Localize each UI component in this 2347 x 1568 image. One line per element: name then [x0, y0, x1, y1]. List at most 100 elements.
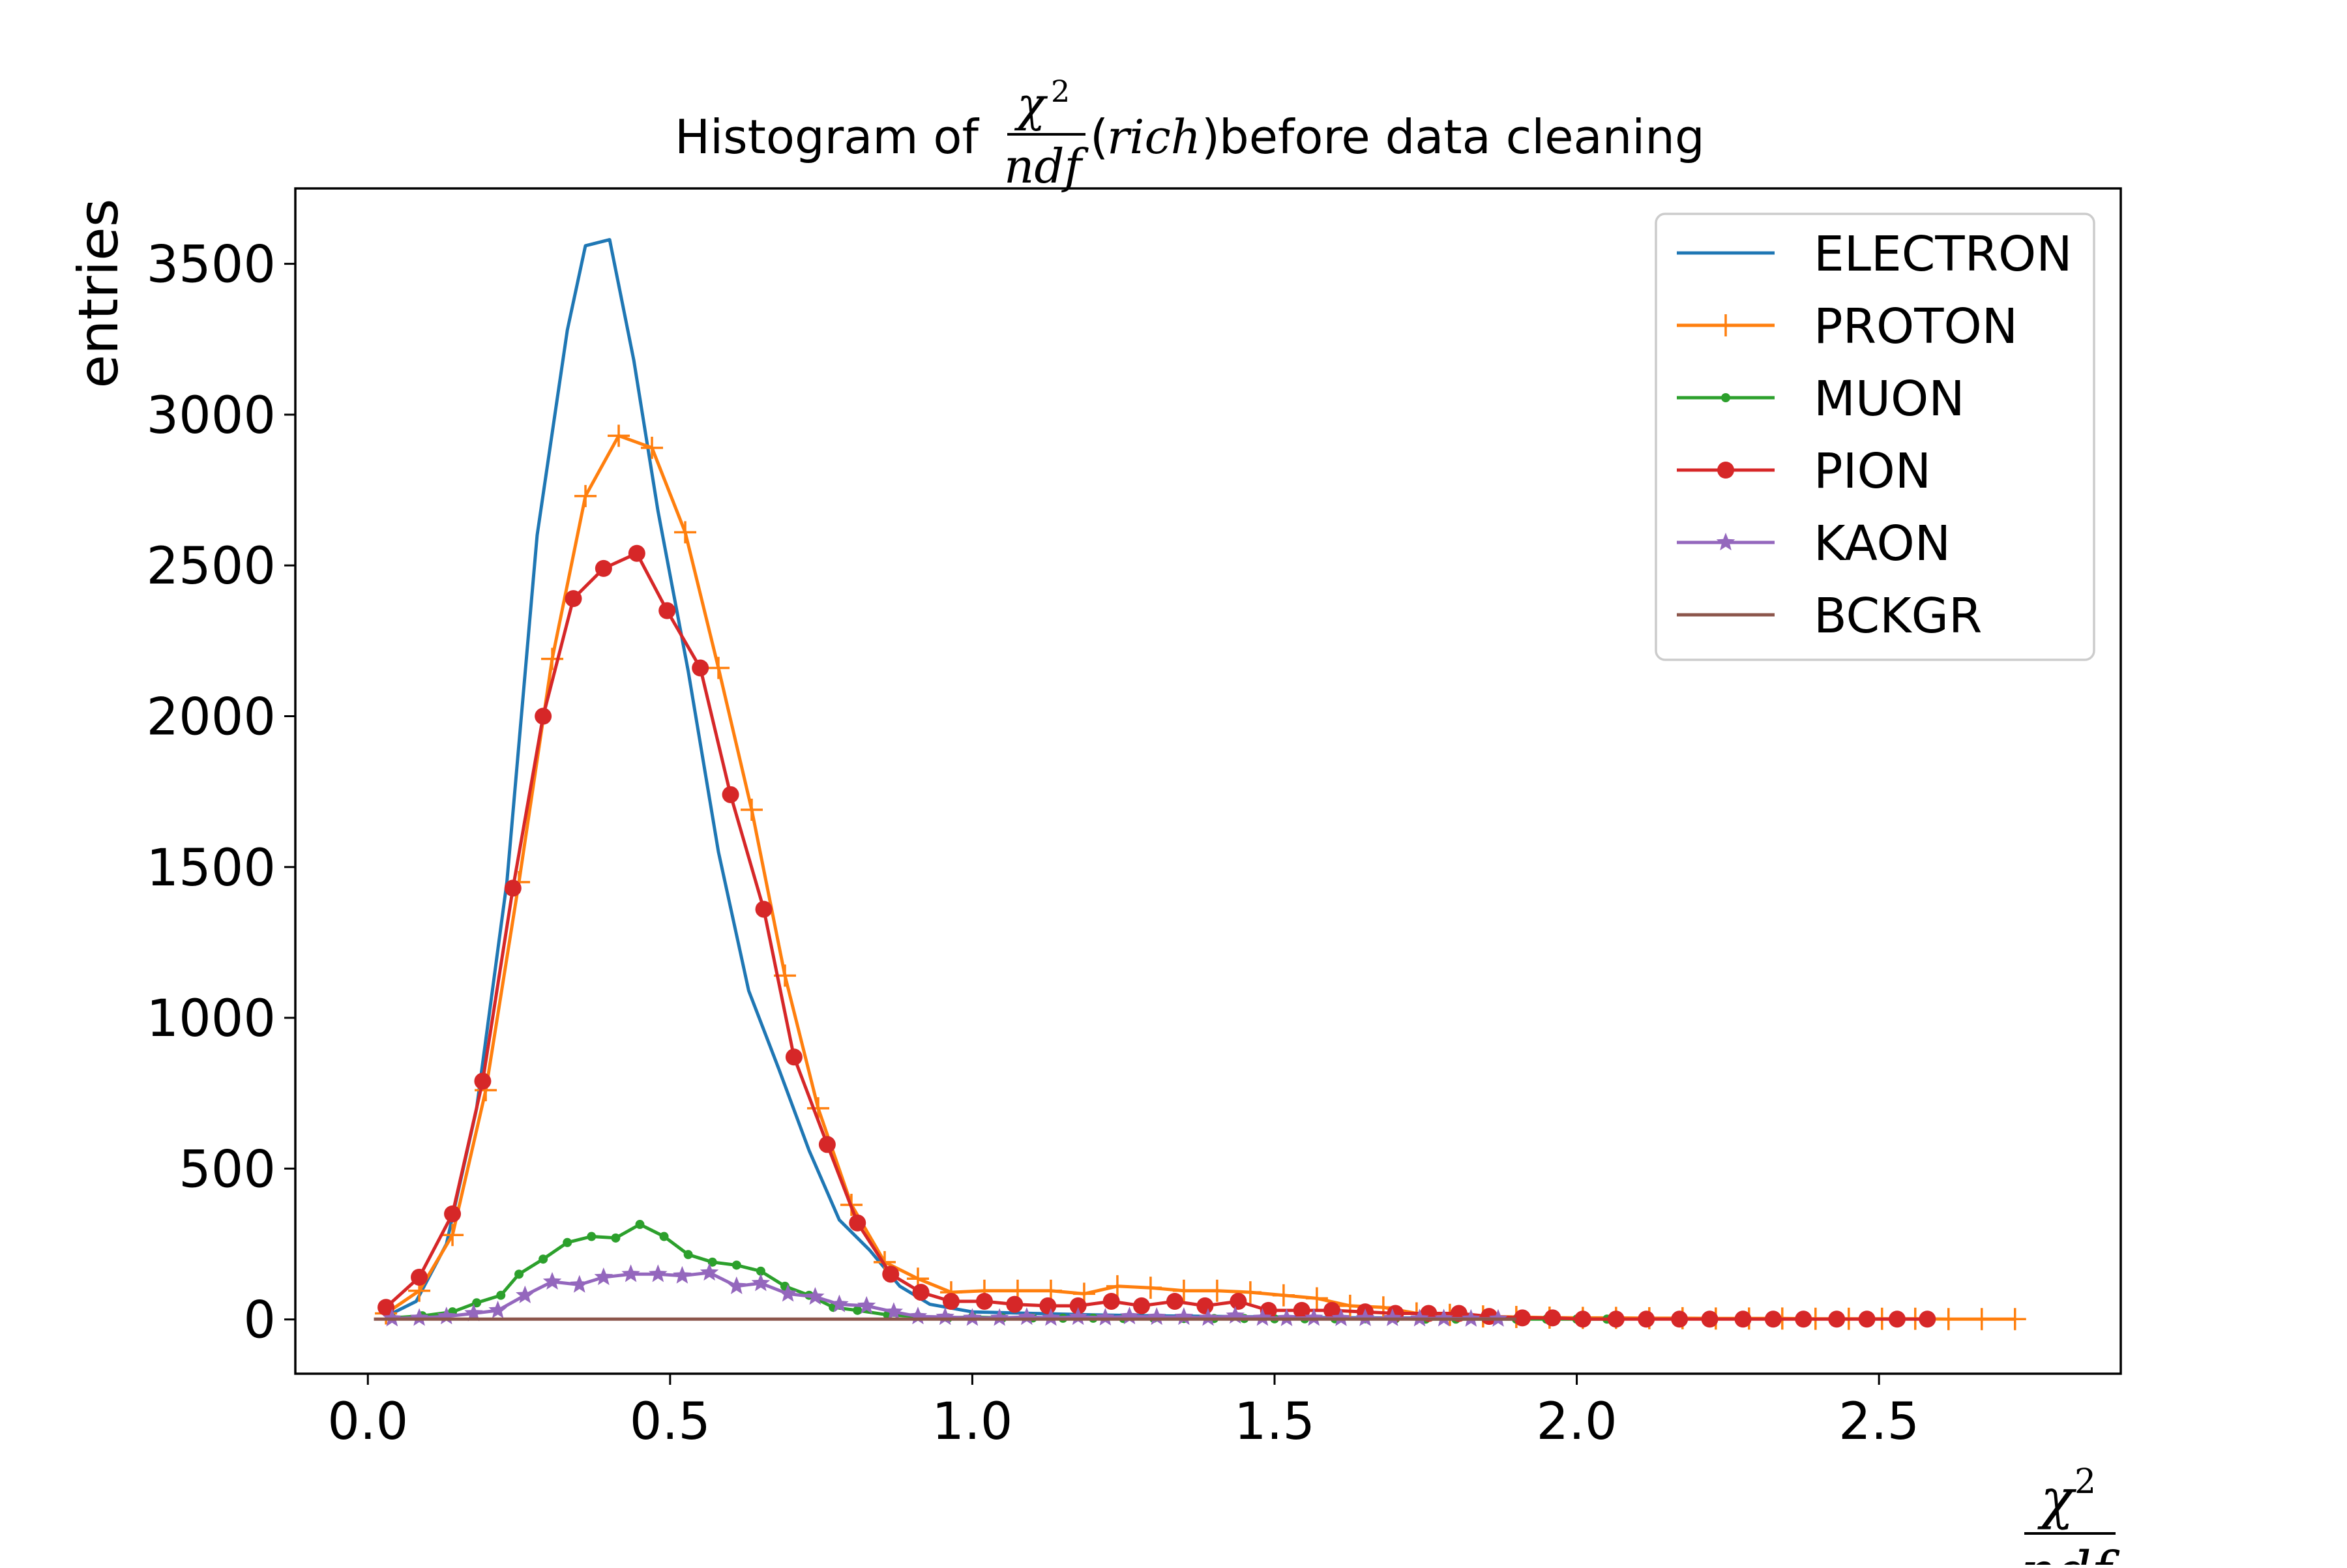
data-point-pion — [1293, 1301, 1310, 1319]
data-point-kaon — [857, 1295, 876, 1314]
data-point-kaon — [1305, 1308, 1323, 1326]
data-point-proton — [641, 436, 664, 459]
legend-marker-pion — [1717, 462, 1734, 479]
data-point-pion — [474, 1072, 492, 1090]
title-fraction-numerator: χ — [1014, 77, 1048, 132]
data-point-muon — [707, 1257, 717, 1267]
data-point-kaon — [830, 1294, 849, 1312]
data-point-proton — [1338, 1294, 1361, 1317]
data-point-pion — [1795, 1310, 1812, 1328]
y-axis-ticks: 0 500 1000 1500 2000 2500 3000 3500 — [146, 236, 295, 1350]
data-point-kaon — [1041, 1308, 1061, 1326]
data-point-proton — [1970, 1308, 1993, 1331]
data-point-pion — [1638, 1310, 1655, 1328]
data-point-proton — [1937, 1308, 1960, 1331]
legend-label-pion: PION — [1814, 443, 1931, 499]
data-point-pion — [975, 1292, 993, 1310]
data-point-kaon — [1277, 1308, 1296, 1326]
data-point-pion — [818, 1136, 836, 1153]
data-point-pion — [1102, 1292, 1120, 1310]
data-point-kaon — [516, 1285, 535, 1303]
y-tick-label: 1500 — [146, 839, 276, 898]
data-point-pion — [1701, 1310, 1719, 1328]
data-point-proton — [1172, 1279, 1195, 1302]
legend-label-muon: MUON — [1814, 371, 1965, 427]
data-point-kaon — [673, 1265, 692, 1284]
legend-item-electron: ELECTRON — [1677, 226, 2073, 282]
data-point-pion — [1196, 1297, 1214, 1314]
data-point-pion — [849, 1214, 866, 1232]
data-point-pion — [1166, 1292, 1184, 1310]
data-point-pion — [1230, 1292, 1247, 1310]
legend-label-kaon: KAON — [1814, 516, 1951, 572]
data-point-kaon — [649, 1264, 668, 1282]
data-point-pion — [504, 880, 522, 897]
data-point-pion — [1544, 1309, 1561, 1327]
data-point-pion — [377, 1299, 395, 1316]
data-point-pion — [1828, 1310, 1846, 1328]
data-point-pion — [444, 1205, 462, 1222]
title-paren-open: ( — [1090, 110, 1108, 164]
y-axis-label: entries — [66, 198, 130, 388]
data-point-pion — [1323, 1301, 1341, 1319]
data-point-muon — [853, 1305, 863, 1315]
data-point-pion — [722, 786, 739, 803]
data-point-muon — [539, 1254, 548, 1264]
title-paren-close: ) — [1202, 110, 1220, 164]
y-tick-label: 2500 — [146, 537, 276, 596]
legend-label-proton: PROTON — [1814, 299, 2018, 355]
data-point-proton — [1106, 1275, 1129, 1297]
data-point-kaon — [936, 1307, 954, 1325]
data-point-kaon — [621, 1264, 640, 1282]
data-point-proton — [608, 424, 630, 447]
y-tick-label: 3000 — [146, 387, 276, 445]
data-point-proton — [1305, 1287, 1328, 1310]
data-point-kaon — [806, 1287, 825, 1305]
x-axis-ticks: 0.0 0.5 1.0 1.5 2.0 2.5 — [327, 1374, 1919, 1451]
data-point-proton — [1239, 1281, 1262, 1304]
x-tick-label: 0.5 — [630, 1393, 711, 1451]
legend-item-muon: MUON — [1677, 371, 1965, 427]
title-paren-var: rich — [1107, 110, 1201, 164]
data-point-muon — [756, 1266, 765, 1276]
data-point-kaon — [1253, 1308, 1272, 1326]
data-point-pion — [1764, 1310, 1782, 1328]
data-point-pion — [1734, 1310, 1752, 1328]
data-point-kaon — [884, 1302, 904, 1320]
legend-label-electron: ELECTRON — [1814, 226, 2073, 282]
legend-marker-muon — [1721, 393, 1730, 402]
data-point-pion — [535, 707, 552, 725]
legend: ELECTRON PROTON MUON PION KAON BCKGR — [1655, 213, 2095, 661]
legend-item-proton: PROTON — [1677, 299, 2018, 355]
data-point-pion — [411, 1268, 428, 1286]
data-point-kaon — [908, 1307, 928, 1325]
data-point-kaon — [1096, 1308, 1115, 1326]
data-point-pion — [942, 1292, 960, 1310]
data-point-pion — [1514, 1309, 1531, 1327]
chart-title: Histogram of χ 2 ndf ( rich ) before dat… — [675, 74, 1705, 194]
data-point-kaon — [488, 1300, 507, 1318]
data-point-kaon — [1017, 1307, 1037, 1325]
x-tick-label: 0.0 — [327, 1393, 408, 1451]
data-point-pion — [628, 544, 645, 562]
data-point-muon — [514, 1269, 524, 1279]
data-point-proton — [541, 647, 564, 670]
data-point-pion — [882, 1265, 900, 1283]
data-point-proton — [741, 798, 763, 821]
axes-frame — [294, 187, 2122, 1375]
data-point-muon — [683, 1250, 693, 1260]
data-point-muon — [472, 1298, 482, 1308]
data-point-proton — [806, 1097, 829, 1119]
data-point-kaon — [700, 1263, 719, 1281]
title-fraction-denominator: ndf — [1004, 139, 1089, 194]
data-point-kaon — [990, 1308, 1009, 1326]
y-tick-label: 1000 — [146, 990, 276, 1048]
data-point-kaon — [437, 1307, 456, 1325]
data-point-pion — [1069, 1297, 1087, 1314]
data-point-kaon — [778, 1284, 797, 1302]
data-point-kaon — [1174, 1307, 1194, 1325]
x-tick-label: 1.5 — [1234, 1393, 1315, 1451]
data-point-kaon — [570, 1275, 589, 1293]
x-label-denominator: ndf — [2021, 1540, 2120, 1565]
data-point-pion — [1133, 1297, 1151, 1314]
